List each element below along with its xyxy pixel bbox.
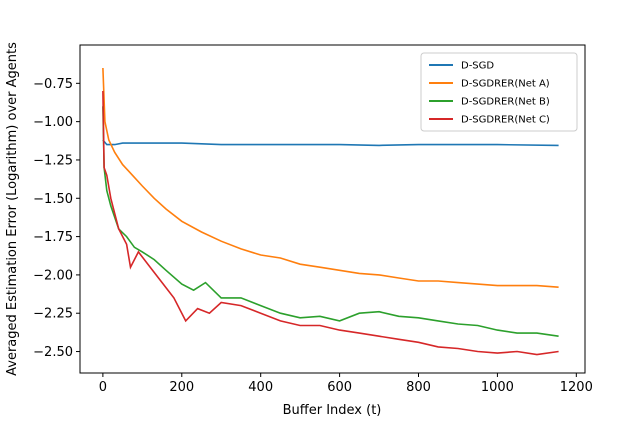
legend: D-SGD D-SGDRER(Net A) D-SGDRER(Net B) D-SGD… [420, 52, 578, 132]
x-axis-label: Buffer Index (t) [283, 403, 382, 418]
y-tick-label: −2.50 [33, 345, 73, 360]
plot-frame [79, 44, 586, 374]
y-tick-label: −1.75 [33, 230, 73, 245]
legend-label: D-SGDRER(Net B) [461, 97, 550, 108]
legend-label: D-SGDRER(Net C) [461, 115, 550, 126]
line [102, 106, 559, 337]
legend-label: D-SGD [461, 61, 494, 72]
x-tick-label: 1200 [560, 380, 593, 395]
legend-label: D-SGDRER(Net A) [461, 79, 550, 90]
line [102, 139, 559, 147]
legend-box [420, 52, 578, 132]
y-tick-label: −1.25 [33, 153, 73, 168]
x-tick-label: 800 [406, 380, 431, 395]
y-tick-label: −1.50 [33, 192, 73, 207]
x-tick-label: 600 [327, 380, 352, 395]
x-tick-label: 0 [99, 380, 107, 395]
y-tick-label: −2.00 [33, 268, 73, 283]
x-tick-label: 1000 [481, 380, 514, 395]
y-axis-label: Averaged Estimation Error (Logarithm) ov… [5, 42, 20, 376]
y-tick-label: −2.25 [33, 307, 73, 322]
line [102, 67, 559, 288]
y-tick-label: −0.75 [33, 77, 73, 92]
x-tick-label: 200 [169, 380, 194, 395]
x-tick-label: 400 [248, 380, 273, 395]
line [102, 90, 559, 356]
y-tick-label: −1.00 [33, 115, 73, 130]
